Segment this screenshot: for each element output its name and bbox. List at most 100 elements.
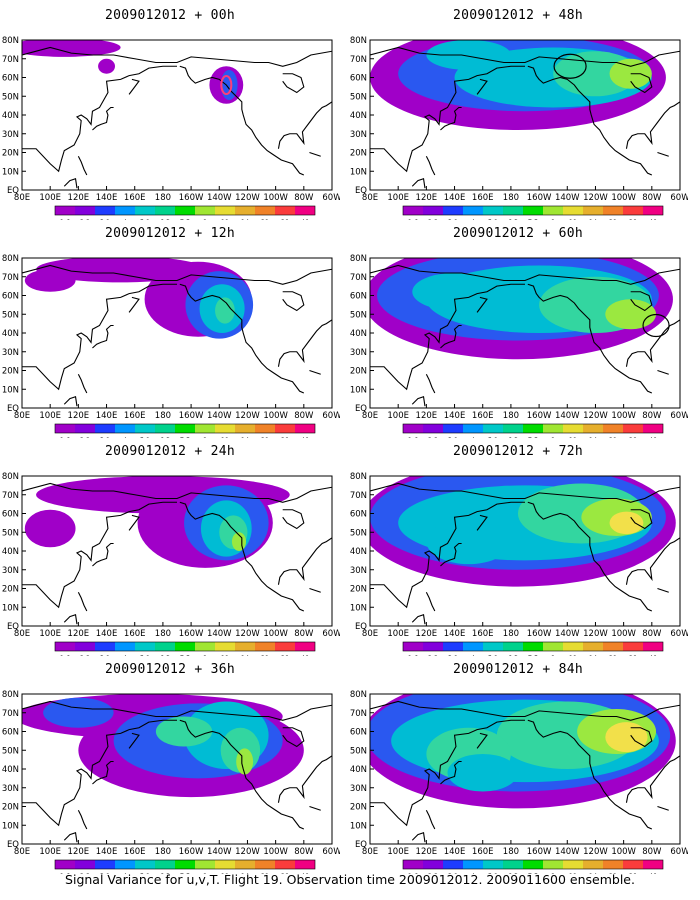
y-tick-label: 80N (350, 254, 367, 264)
colorbar-label: 29 (629, 218, 637, 220)
x-tick-label: 160E (124, 411, 146, 421)
colorbar-label: 4 (123, 872, 127, 874)
coastline (625, 537, 680, 585)
coastline (309, 369, 321, 375)
y-tick-label: 40N (2, 329, 19, 339)
colorbar-label: 1.6 (408, 436, 418, 438)
colorbar-swatch (643, 424, 663, 433)
colorbar-swatch (215, 642, 235, 651)
colorbar-label: 3.1 (100, 654, 110, 656)
y-tick-label: 50N (2, 310, 19, 320)
x-tick-label: 140W (207, 629, 232, 639)
x-tick-label: 140W (555, 629, 580, 639)
colorbar-swatch (483, 860, 503, 869)
colorbar-label: 7.5 (528, 436, 538, 438)
colorbar-label: 2.2 (428, 872, 438, 874)
colorbar-label: 1.6 (408, 218, 418, 220)
coastline (657, 805, 669, 811)
x-tick-label: 60W (670, 411, 688, 421)
x-tick-label: 180 (155, 411, 171, 421)
colorbar-swatch (115, 424, 135, 433)
colorbar-swatch (195, 860, 215, 869)
x-tick-label: 120W (235, 193, 260, 203)
colorbar-swatch (603, 860, 623, 869)
x-tick-label: 80E (14, 193, 30, 203)
x-tick-label: 100E (39, 629, 61, 639)
panel-title: 2009012012 + 48h (452, 8, 584, 23)
y-tick-label: 40N (2, 111, 19, 121)
colorbar-swatch (443, 424, 463, 433)
y-tick-label: 60N (350, 728, 367, 738)
y-tick-label: 20N (350, 149, 367, 159)
coastline (425, 374, 436, 394)
variance-shade (155, 716, 213, 747)
colorbar-label: 14 (241, 654, 249, 656)
x-tick-label: 100W (611, 629, 636, 639)
max-contour (220, 75, 233, 95)
y-tick-label: 60N (2, 292, 19, 302)
y-tick-label: 10N (2, 603, 19, 613)
colorbar-swatch (463, 206, 483, 215)
colorbar-label: 6.3 (160, 218, 170, 220)
x-tick-label: 180 (155, 629, 171, 639)
colorbar-swatch (403, 860, 423, 869)
colorbar-swatch (503, 206, 523, 215)
x-tick-label: 100W (611, 411, 636, 421)
coastline (92, 106, 114, 131)
x-tick-label: 120W (583, 193, 608, 203)
colorbar-swatch (95, 642, 115, 651)
y-tick-label: 10N (2, 821, 19, 831)
y-tick-label: 10N (350, 603, 367, 613)
variance-shade (412, 273, 497, 311)
colorbar-label: 5.1 (140, 436, 150, 438)
colorbar-swatch (215, 206, 235, 215)
colorbar-swatch (603, 206, 623, 215)
colorbar-label: 5.1 (488, 436, 498, 438)
colorbar-label: 11 (569, 218, 577, 220)
colorbar-swatch (463, 642, 483, 651)
y-tick-label: 20N (2, 149, 19, 159)
colorbar-label: 4 (123, 436, 127, 438)
colorbar-label: 7.5 (180, 218, 190, 220)
colorbar-label: 1.6 (60, 436, 70, 438)
x-tick-label: 180 (503, 411, 519, 421)
y-tick-label: 70N (2, 55, 19, 65)
coastline (657, 369, 669, 375)
coastline (657, 587, 669, 593)
variance-shade (43, 697, 114, 728)
x-tick-label: 80W (294, 629, 314, 639)
x-tick-label: 80W (294, 193, 314, 203)
colorbar-swatch (483, 424, 503, 433)
y-tick-label: 70N (2, 273, 19, 283)
colorbar-label: 7.5 (180, 872, 190, 874)
x-tick-label: 140W (207, 411, 232, 421)
x-tick-label: 140E (444, 629, 466, 639)
map-panel: 2009012012 + 60h EQ 10N 20N 30N 40N 50N 60N 70N 8… (348, 218, 688, 438)
panel-title: 2009012012 + 36h (104, 662, 236, 677)
colorbar-swatch (55, 860, 75, 869)
colorbar-swatch (135, 424, 155, 433)
colorbar-swatch (563, 206, 583, 215)
colorbar-swatch (563, 424, 583, 433)
colorbar-swatch (603, 424, 623, 433)
y-tick-label: 30N (2, 348, 19, 358)
colorbar-swatch (443, 206, 463, 215)
coastline (179, 283, 305, 394)
x-tick-label: 120W (583, 847, 608, 857)
coastline (411, 614, 426, 625)
coastline (370, 700, 680, 721)
variance-map: EQ 10N 20N 30N 40N 50N 60N 70N 80N 80E 100E 120E 140… (2, 472, 340, 656)
x-tick-label: 120E (68, 629, 90, 639)
coastline (425, 810, 436, 830)
y-tick-label: 80N (350, 472, 367, 482)
x-tick-label: 120E (68, 411, 90, 421)
colorbar-swatch (255, 424, 275, 433)
colorbar-label: 2.2 (428, 654, 438, 656)
map-panel: 2009012012 + 24h EQ 10N 20N 30N 40N 50N 60N 70N 8… (0, 436, 340, 656)
y-tick-label: 60N (2, 510, 19, 520)
colorbar-label: 9 (203, 654, 207, 656)
coastline (63, 832, 78, 843)
colorbar-label: 4 (471, 218, 475, 220)
x-tick-label: 120E (416, 629, 438, 639)
colorbar-label: 40 (301, 218, 309, 220)
